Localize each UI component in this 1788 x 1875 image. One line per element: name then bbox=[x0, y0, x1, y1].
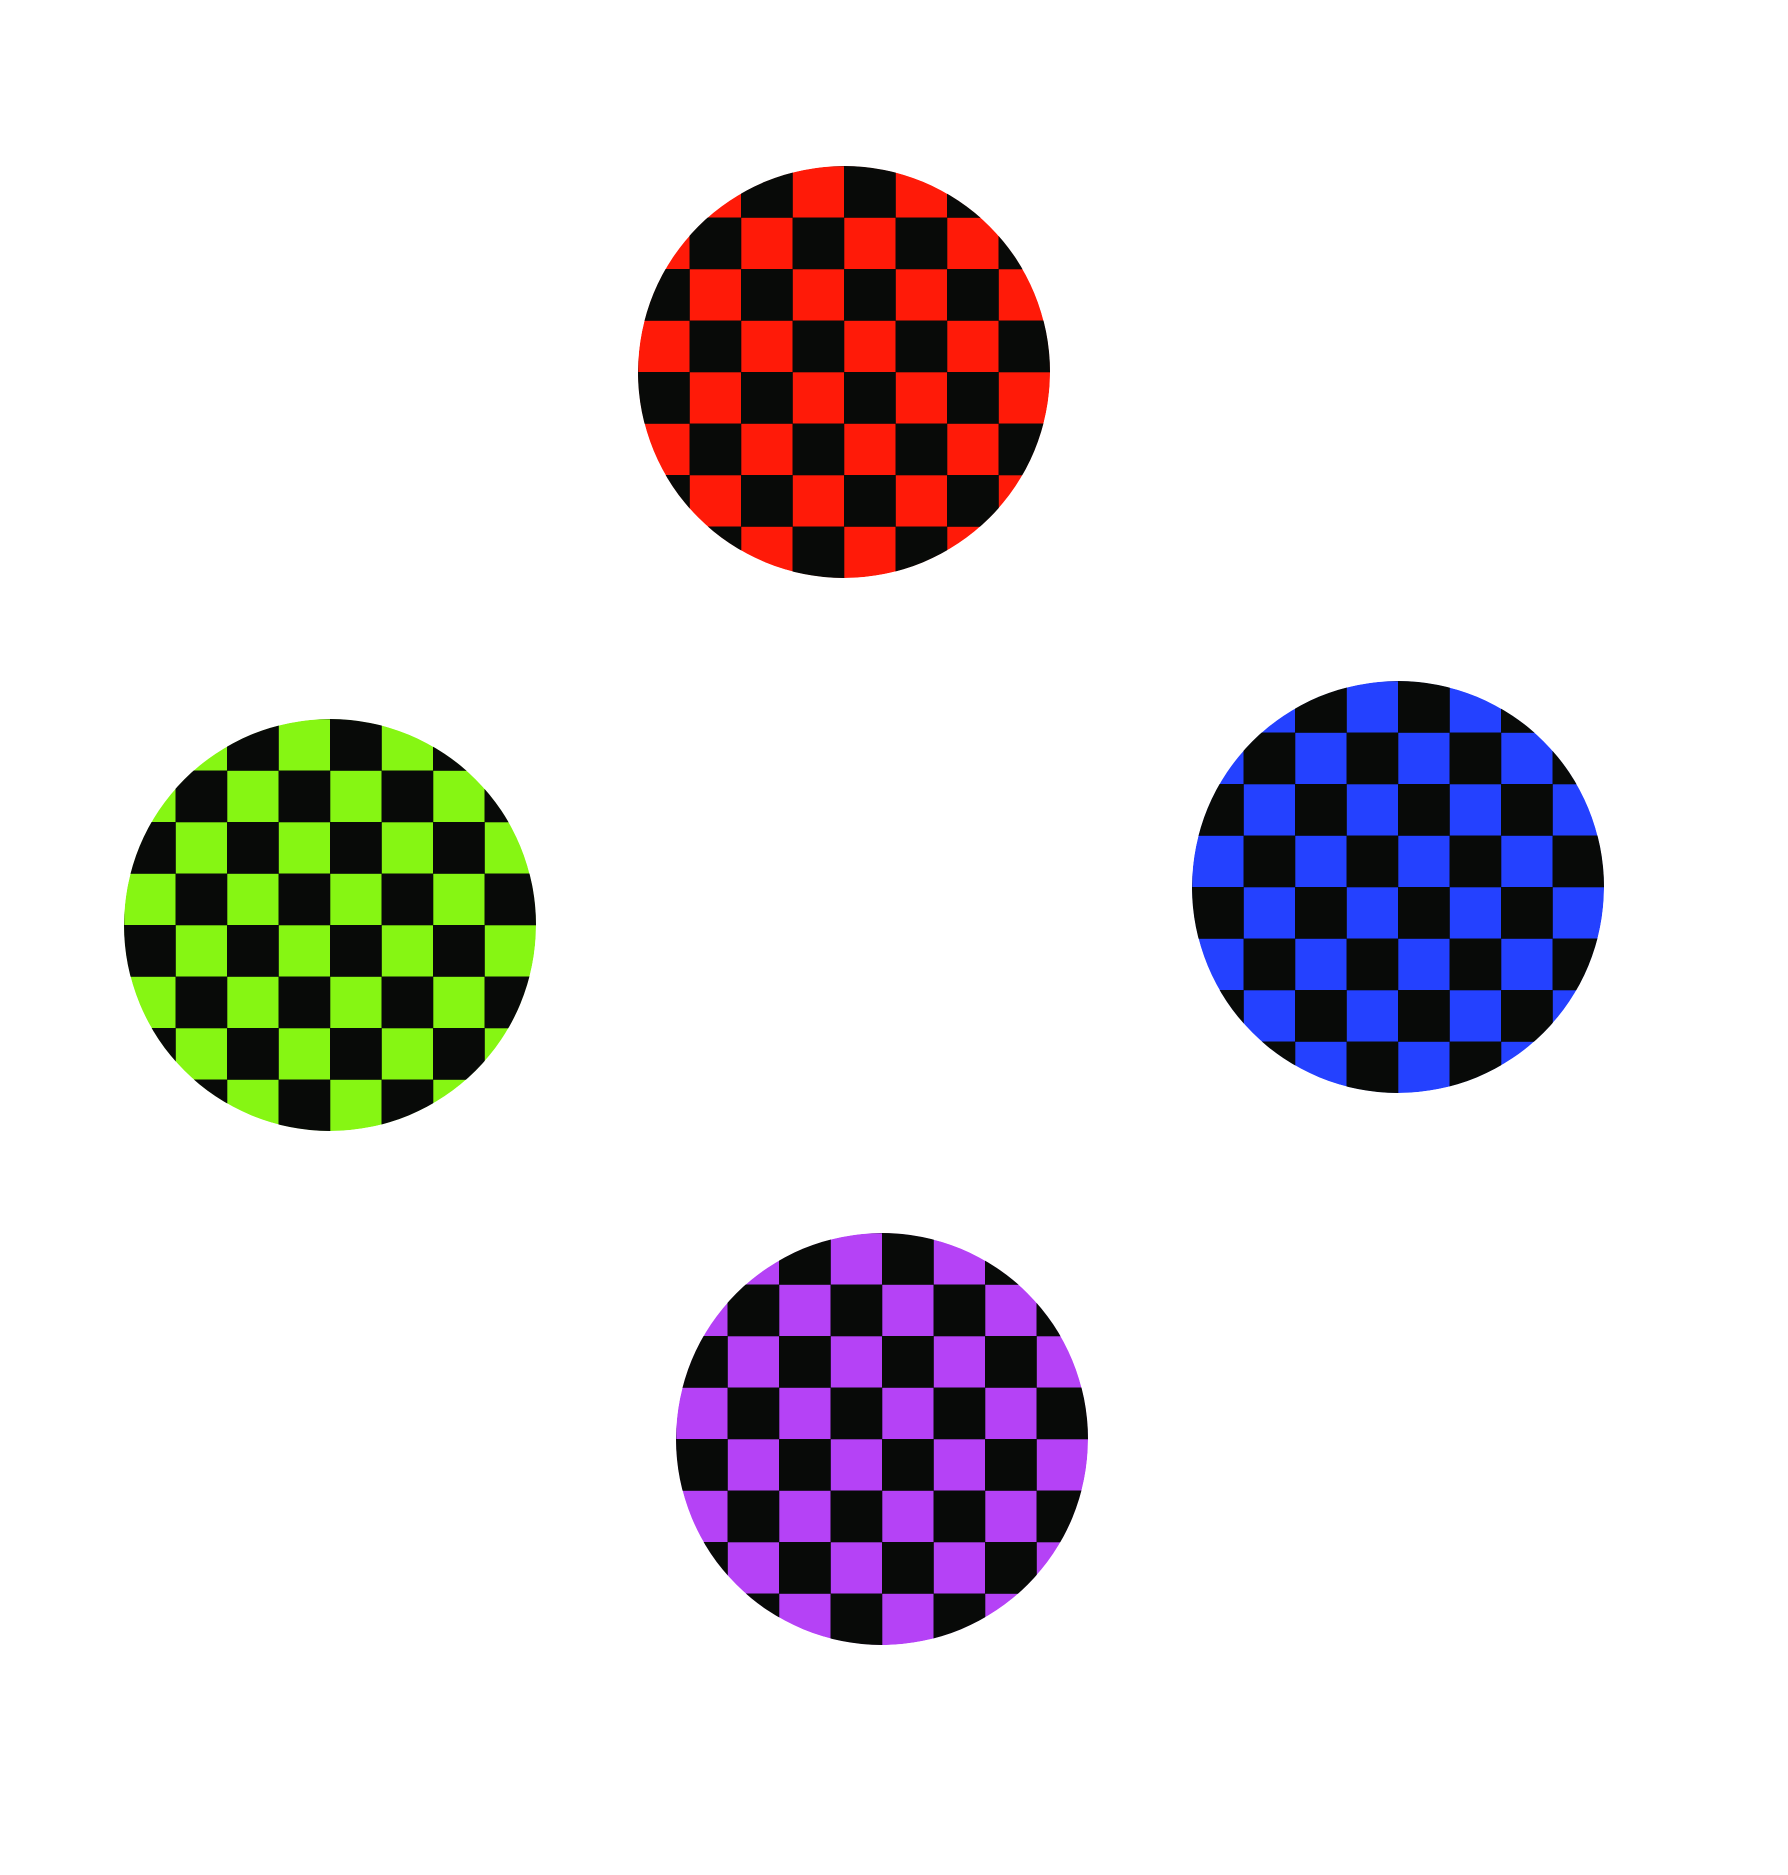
checker-square bbox=[741, 372, 793, 424]
checker-square bbox=[1552, 835, 1604, 888]
checker-square bbox=[1243, 938, 1296, 991]
checker-square bbox=[227, 1028, 279, 1080]
checker-square bbox=[433, 822, 485, 874]
checker-square bbox=[882, 1336, 934, 1388]
checker-square bbox=[895, 423, 948, 476]
checker-square bbox=[792, 217, 845, 270]
checker-square bbox=[741, 475, 793, 527]
checker-square bbox=[1398, 990, 1450, 1042]
checker-square bbox=[844, 269, 896, 321]
checker-square bbox=[895, 217, 948, 270]
checker-square bbox=[985, 1336, 1037, 1388]
checker-square bbox=[381, 770, 434, 823]
checker-square bbox=[1243, 835, 1296, 888]
checker-square bbox=[278, 976, 331, 1029]
checker-square bbox=[1346, 938, 1399, 991]
checker-square bbox=[779, 1542, 831, 1594]
checker-square bbox=[638, 372, 690, 424]
checker-square bbox=[895, 320, 948, 373]
checker-square bbox=[1449, 835, 1502, 888]
checker-square bbox=[278, 873, 331, 926]
checker-square bbox=[779, 1439, 831, 1491]
checker-square bbox=[330, 925, 382, 977]
checker-square bbox=[676, 1439, 728, 1491]
checker-square bbox=[844, 475, 896, 527]
checker-square bbox=[689, 423, 742, 476]
checker-square bbox=[433, 925, 485, 977]
checker-square bbox=[779, 1336, 831, 1388]
checker-square bbox=[1398, 784, 1450, 836]
checker-square bbox=[933, 1490, 986, 1543]
checker-square bbox=[998, 320, 1050, 373]
checker-square bbox=[1449, 938, 1502, 991]
checker-square bbox=[830, 1490, 883, 1543]
checker-square bbox=[278, 1079, 331, 1131]
checker-square bbox=[381, 976, 434, 1029]
checker-square bbox=[1501, 784, 1553, 836]
checker-square bbox=[830, 1387, 883, 1440]
checker-square bbox=[844, 372, 896, 424]
checker-square bbox=[830, 1284, 883, 1337]
checker-square bbox=[381, 873, 434, 926]
checker-square bbox=[844, 166, 896, 218]
checker-square bbox=[933, 1387, 986, 1440]
checker-square bbox=[1295, 990, 1347, 1042]
checker-square bbox=[792, 320, 845, 373]
checker-square bbox=[1346, 732, 1399, 785]
checker-square bbox=[124, 925, 176, 977]
checker-square bbox=[1398, 681, 1450, 733]
checker-square bbox=[985, 1439, 1037, 1491]
checker-square bbox=[882, 1542, 934, 1594]
checker-square bbox=[689, 320, 742, 373]
checker-square bbox=[227, 822, 279, 874]
checker-square bbox=[175, 873, 228, 926]
checker-square bbox=[882, 1233, 934, 1285]
checker-square bbox=[1346, 835, 1399, 888]
checker-square bbox=[792, 423, 845, 476]
checker-square bbox=[1398, 887, 1450, 939]
checker-square bbox=[227, 925, 279, 977]
checker-square bbox=[933, 1284, 986, 1337]
checker-square bbox=[1036, 1387, 1088, 1440]
checker-square bbox=[830, 1593, 883, 1645]
checker-square bbox=[1295, 784, 1347, 836]
checker-square bbox=[1192, 887, 1244, 939]
checker-square bbox=[792, 526, 845, 578]
checker-square bbox=[330, 822, 382, 874]
checker-square bbox=[947, 269, 999, 321]
red-checker-disc bbox=[638, 166, 1050, 578]
checker-square bbox=[175, 976, 228, 1029]
checker-square bbox=[330, 1028, 382, 1080]
checker-square bbox=[727, 1490, 780, 1543]
checker-square bbox=[727, 1387, 780, 1440]
checker-square bbox=[278, 770, 331, 823]
checker-square bbox=[882, 1439, 934, 1491]
checker-square bbox=[1295, 887, 1347, 939]
checker-square bbox=[1346, 1041, 1399, 1093]
checker-square bbox=[484, 873, 536, 926]
checker-square bbox=[741, 269, 793, 321]
checker-square bbox=[947, 372, 999, 424]
checker-square bbox=[1501, 887, 1553, 939]
checker-square bbox=[330, 719, 382, 771]
checker-square bbox=[1449, 732, 1502, 785]
